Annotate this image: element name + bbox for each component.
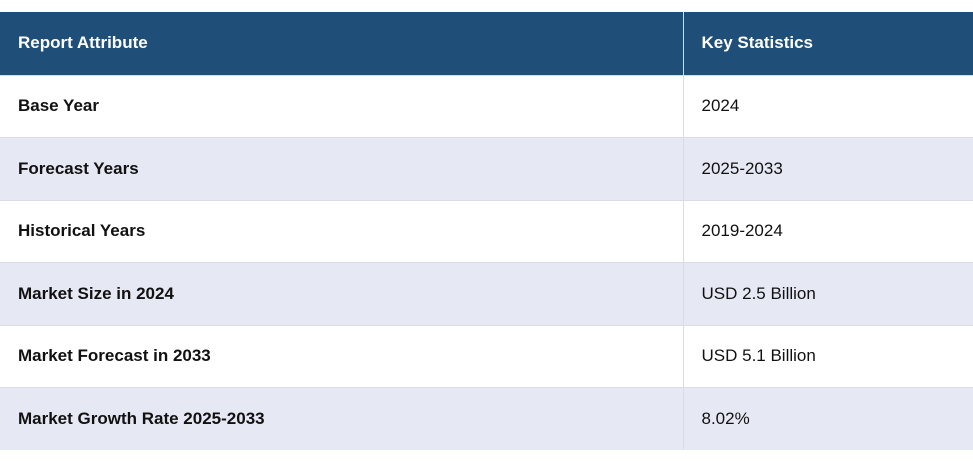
row-value: 8.02% xyxy=(682,387,973,450)
table-row: Market Growth Rate 2025-2033 8.02% xyxy=(0,387,973,450)
row-value: 2024 xyxy=(682,74,973,138)
table-header: Report Attribute Key Statistics xyxy=(0,12,973,75)
row-value: USD 2.5 Billion xyxy=(682,262,973,325)
table-row: Market Size in 2024 USD 2.5 Billion xyxy=(0,262,973,325)
table-row: Forecast Years 2025-2033 xyxy=(0,137,973,200)
row-attribute: Market Growth Rate 2025-2033 xyxy=(0,387,683,450)
report-statistics-table: Report Attribute Key Statistics Base Yea… xyxy=(0,12,973,450)
table-body: Base Year 2024 Forecast Years 2025-2033 … xyxy=(0,74,973,450)
header-report-attribute: Report Attribute xyxy=(18,33,148,53)
row-value: 2019-2024 xyxy=(682,199,973,263)
row-attribute: Historical Years xyxy=(0,199,683,263)
row-value: USD 5.1 Billion xyxy=(682,324,973,388)
row-attribute: Market Forecast in 2033 xyxy=(0,324,683,388)
row-value: 2025-2033 xyxy=(682,137,973,200)
header-row: Report Attribute Key Statistics xyxy=(0,12,973,75)
header-key-statistics: Key Statistics xyxy=(682,12,973,75)
table-row: Historical Years 2019-2024 xyxy=(0,199,973,263)
report-table-container: Report Attribute Key Statistics Base Yea… xyxy=(0,12,973,450)
table-row: Market Forecast in 2033 USD 5.1 Billion xyxy=(0,324,973,388)
table-row: Base Year 2024 xyxy=(0,74,973,138)
row-attribute: Forecast Years xyxy=(0,137,683,200)
row-attribute: Market Size in 2024 xyxy=(0,262,683,325)
row-attribute: Base Year xyxy=(0,74,683,138)
